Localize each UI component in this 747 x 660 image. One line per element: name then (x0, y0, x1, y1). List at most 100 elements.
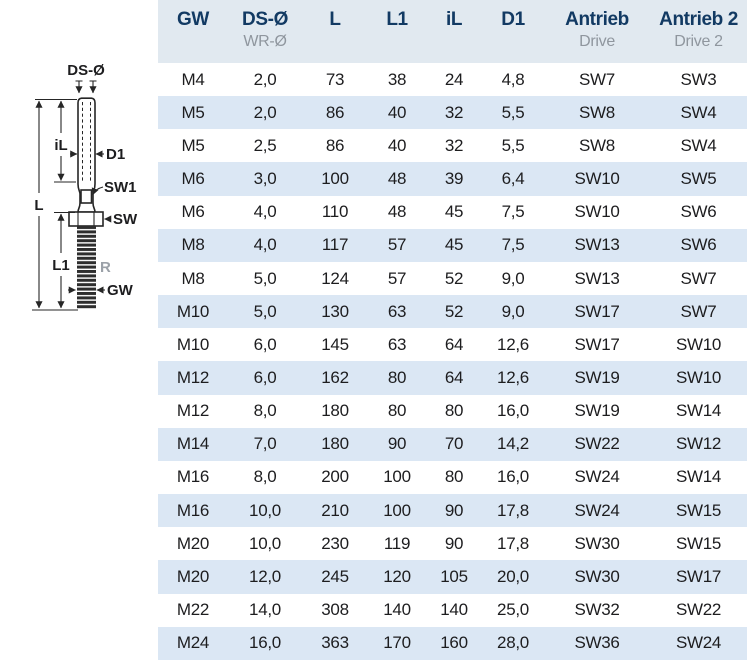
cell-gw: M10 (176, 334, 210, 354)
column-header-d1: D1 (482, 0, 544, 63)
wrench-flat-square (80, 189, 93, 204)
cell-l1: 80 (387, 401, 407, 421)
cell-il: 90 (444, 533, 464, 553)
cell-l1: 170 (383, 633, 411, 653)
radius-label: R (100, 259, 111, 276)
cell-gw: M8 (181, 235, 205, 255)
cell-il: 105 (440, 566, 468, 586)
cell-il: 39 (444, 169, 464, 189)
cell-l: 117 (321, 235, 349, 255)
cell-gw: M20 (176, 533, 210, 553)
column-label: GW (177, 9, 209, 30)
cell-il: 52 (444, 268, 464, 288)
cell-antrieb2: SW22 (675, 600, 722, 620)
cell-antrieb2: SW7 (680, 268, 717, 288)
cell-antrieb: SW7 (579, 69, 615, 89)
cell-gw: M5 (181, 102, 205, 122)
threaded-rod (77, 226, 96, 309)
table-row: M5 2,0 86 40 32 5,5 SW8 SW4 (158, 96, 747, 130)
cell-il: 32 (444, 102, 464, 122)
table-row: M20 10,0 230 119 90 17,8 SW30 SW15 (158, 527, 747, 560)
column-header-ds: DS-Ø WR-Ø (228, 0, 302, 63)
cell-antrieb: SW17 (574, 301, 620, 321)
cell-antrieb: SW24 (574, 467, 620, 487)
cell-l: 73 (325, 69, 345, 89)
cell-gw: M8 (181, 268, 205, 288)
cell-antrieb: SW13 (574, 235, 620, 255)
column-header-il: iL (426, 0, 482, 63)
cell-gw: M6 (181, 202, 205, 222)
cell-ds: 10,0 (249, 533, 281, 553)
cell-antrieb2: SW10 (675, 334, 722, 354)
cell-l: 180 (321, 434, 349, 454)
cell-d1: 25,0 (497, 600, 529, 620)
cell-l: 86 (325, 135, 345, 155)
cell-l: 210 (321, 500, 349, 520)
cell-l1: 120 (383, 566, 411, 586)
cell-il: 64 (444, 334, 464, 354)
cell-d1: 5,5 (501, 135, 525, 155)
cell-ds: 5,0 (253, 268, 277, 288)
cell-antrieb2: SW14 (675, 401, 722, 421)
table-row: M8 5,0 124 57 52 9,0 SW13 SW7 (158, 262, 747, 295)
cell-l1: 40 (387, 135, 407, 155)
cell-ds: 12,0 (249, 566, 281, 586)
column-label: DS-Ø (242, 9, 288, 30)
cell-ds: 8,0 (253, 401, 277, 421)
cell-gw: M16 (176, 467, 210, 487)
table-row: M6 4,0 110 48 45 7,5 SW10 SW6 (158, 196, 747, 229)
cell-ds: 2,5 (253, 135, 277, 155)
cell-antrieb2: SW17 (675, 566, 722, 586)
cell-l: 230 (321, 533, 349, 553)
ds-arrow-left (76, 80, 83, 93)
cell-gw: M16 (176, 500, 210, 520)
table-row: M4 2,0 73 38 24 4,8 SW7 SW3 (158, 63, 747, 96)
ds-diameter-label: DS-Ø (67, 62, 105, 79)
table-row: M12 6,0 162 80 64 12,6 SW19 SW10 (158, 361, 747, 395)
cell-ds: 2,0 (253, 102, 277, 122)
cell-d1: 16,0 (497, 467, 529, 487)
cell-il: 45 (444, 235, 464, 255)
cell-il: 160 (440, 633, 468, 653)
cell-antrieb2: SW3 (680, 69, 717, 89)
cell-gw: M12 (176, 367, 210, 387)
cell-l1: 40 (387, 102, 407, 122)
cell-antrieb: SW10 (574, 202, 620, 222)
cell-ds: 6,0 (253, 334, 277, 354)
cell-antrieb: SW36 (574, 633, 620, 653)
cell-ds: 5,0 (253, 301, 277, 321)
cell-gw: M6 (181, 169, 205, 189)
cell-l1: 140 (383, 600, 411, 620)
cell-l1: 119 (383, 533, 411, 553)
cell-d1: 9,0 (501, 301, 525, 321)
cell-il: 24 (444, 69, 464, 89)
cell-d1: 7,5 (501, 202, 525, 222)
cell-d1: 12,6 (497, 334, 529, 354)
cell-l: 363 (321, 633, 349, 653)
table-row: M20 12,0 245 120 105 20,0 SW30 SW17 (158, 560, 747, 594)
column-label: iL (445, 9, 463, 30)
cell-gw: M5 (181, 135, 205, 155)
cell-l1: 90 (387, 434, 407, 454)
cell-ds: 4,0 (253, 202, 277, 222)
cell-l: 308 (321, 600, 349, 620)
cell-d1: 16,0 (497, 401, 529, 421)
cell-l1: 100 (383, 500, 411, 520)
column-header-l1: L1 (368, 0, 426, 63)
column-sublabel: WR-Ø (243, 32, 287, 50)
table-row: M16 8,0 200 100 80 16,0 SW24 SW14 (158, 461, 747, 494)
cell-l1: 57 (387, 235, 407, 255)
column-sublabel: Drive 2 (674, 32, 723, 50)
spec-table-header: GW DS-Ø WR-Ø L L1 iL D1 (158, 0, 747, 63)
column-label: Antrieb (565, 9, 629, 30)
cell-gw: M14 (176, 434, 210, 454)
thread-label: GW (107, 282, 134, 299)
cell-antrieb: SW30 (574, 566, 620, 586)
table-row: M10 6,0 145 63 64 12,6 SW17 SW10 (158, 328, 747, 361)
sw1-leader (91, 186, 104, 196)
cell-d1: 12,6 (497, 367, 529, 387)
cell-antrieb2: SW14 (675, 467, 722, 487)
cell-il: 80 (444, 467, 464, 487)
table-row: M12 8,0 180 80 80 16,0 SW19 SW14 (158, 395, 747, 428)
cell-antrieb: SW22 (574, 434, 620, 454)
